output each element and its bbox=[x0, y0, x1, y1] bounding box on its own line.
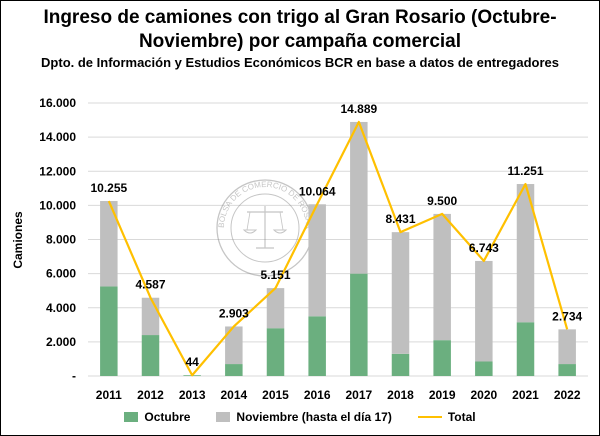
legend-item-total: Total bbox=[417, 410, 476, 424]
legend-swatch-total bbox=[417, 416, 442, 418]
bar-octubre-2016 bbox=[308, 316, 326, 376]
data-label-2021: 11.251 bbox=[507, 164, 543, 178]
x-tick-label: 2022 bbox=[554, 388, 581, 402]
bars bbox=[100, 121, 576, 376]
y-tick-label: 4.000 bbox=[46, 301, 76, 315]
legend-label-total: Total bbox=[447, 410, 476, 424]
y-tick-label: - bbox=[72, 369, 76, 383]
data-label-2013: 44 bbox=[185, 355, 199, 369]
bar-octubre-2014 bbox=[225, 364, 243, 376]
data-label-2019: 9.500 bbox=[427, 194, 457, 208]
bar-noviembre-2012 bbox=[141, 297, 160, 336]
bar-noviembre-2015 bbox=[266, 288, 285, 329]
data-label-2022: 2.734 bbox=[552, 309, 582, 323]
legend-label-octubre: Octubre bbox=[144, 410, 191, 424]
y-tick-label: 8.000 bbox=[46, 233, 76, 247]
data-label-2015: 5.151 bbox=[260, 268, 290, 282]
x-tick-label: 2012 bbox=[137, 388, 164, 402]
bar-octubre-2021 bbox=[516, 322, 535, 376]
x-axis: 2011 2012 2013 2014 2015 2016 2017 2018 2019 2020… bbox=[96, 388, 581, 402]
y-tick-label: 12.000 bbox=[39, 164, 76, 178]
bar-octubre-2019 bbox=[433, 340, 451, 376]
bar-noviembre-2021 bbox=[516, 184, 535, 323]
data-label-2020: 6.743 bbox=[469, 241, 499, 255]
bar-noviembre-2022 bbox=[558, 329, 576, 365]
x-tick-label: 2011 bbox=[96, 388, 122, 402]
legend-swatch-octubre bbox=[124, 412, 139, 422]
legend-item-octubre: Octubre bbox=[124, 410, 190, 424]
data-labels: 10.255 4.587 44 2.903 5.151 10.064 14.889 8.431… bbox=[90, 102, 582, 369]
bar-noviembre-2016 bbox=[308, 204, 326, 317]
legend-label-noviembre: Noviembre (hasta el día 17) bbox=[236, 410, 392, 424]
bar-octubre-2020 bbox=[475, 361, 493, 376]
y-tick-label: 6.000 bbox=[46, 267, 76, 281]
grid-lines bbox=[88, 102, 588, 377]
x-tick-label: 2019 bbox=[429, 388, 456, 402]
svg-text:BOLSA DE COMERCIO DE ROSARIO: BOLSA DE COMERCIO DE ROSARIO bbox=[0, 0, 313, 230]
bar-noviembre-2017 bbox=[350, 121, 368, 274]
x-tick-label: 2020 bbox=[470, 388, 497, 402]
bar-octubre-2022 bbox=[558, 364, 576, 376]
bar-octubre-2011 bbox=[100, 286, 118, 376]
total-series-line bbox=[107, 120, 569, 377]
y-axis: - 2.000 4.000 6.000 8.000 10.000 12.000 14.000 1… bbox=[39, 96, 76, 383]
legend: Octubre Noviembre (hasta el día 17) Tota… bbox=[0, 410, 600, 424]
bar-octubre-2017 bbox=[350, 273, 368, 376]
y-tick-label: 10.000 bbox=[39, 198, 76, 212]
bar-noviembre-2011 bbox=[100, 201, 118, 287]
data-label-2012: 4.587 bbox=[135, 278, 165, 292]
y-tick-label: 16.000 bbox=[39, 96, 76, 110]
watermark-text: BOLSA DE COMERCIO DE ROSARIO bbox=[0, 0, 313, 230]
chart-subtitle: Dpto. de Información y Estudios Económic… bbox=[41, 55, 559, 70]
y-tick-label: 2.000 bbox=[46, 335, 76, 349]
x-tick-label: 2014 bbox=[220, 388, 247, 402]
data-label-2018: 8.431 bbox=[385, 212, 415, 226]
data-label-2011: 10.255 bbox=[90, 181, 127, 195]
bar-noviembre-2018 bbox=[391, 232, 410, 354]
y-tick-label: 14.000 bbox=[39, 130, 76, 144]
bar-noviembre-2019 bbox=[433, 213, 451, 341]
data-label-2016: 10.064 bbox=[299, 184, 336, 198]
x-tick-label: 2013 bbox=[179, 388, 206, 402]
legend-swatch-noviembre bbox=[216, 412, 231, 422]
bar-octubre-2018 bbox=[391, 353, 410, 376]
x-tick-label: 2016 bbox=[304, 388, 331, 402]
x-tick-label: 2017 bbox=[345, 388, 372, 402]
data-label-2017: 14.889 bbox=[340, 102, 377, 116]
total-line bbox=[107, 120, 569, 377]
bar-noviembre-2020 bbox=[475, 260, 493, 362]
y-axis-label: Camiones bbox=[11, 211, 25, 269]
data-label-2014: 2.903 bbox=[219, 306, 249, 320]
x-tick-label: 2021 bbox=[512, 388, 539, 402]
chart-title: Ingreso de camiones con trigo al Gran Ro… bbox=[43, 7, 557, 52]
bar-octubre-2012 bbox=[141, 335, 160, 376]
x-tick-label: 2015 bbox=[262, 388, 289, 402]
x-tick-label: 2018 bbox=[387, 388, 414, 402]
legend-item-noviembre: Noviembre (hasta el día 17) bbox=[216, 410, 392, 424]
bar-octubre-2015 bbox=[266, 328, 285, 376]
bar-noviembre-2014 bbox=[225, 326, 243, 365]
